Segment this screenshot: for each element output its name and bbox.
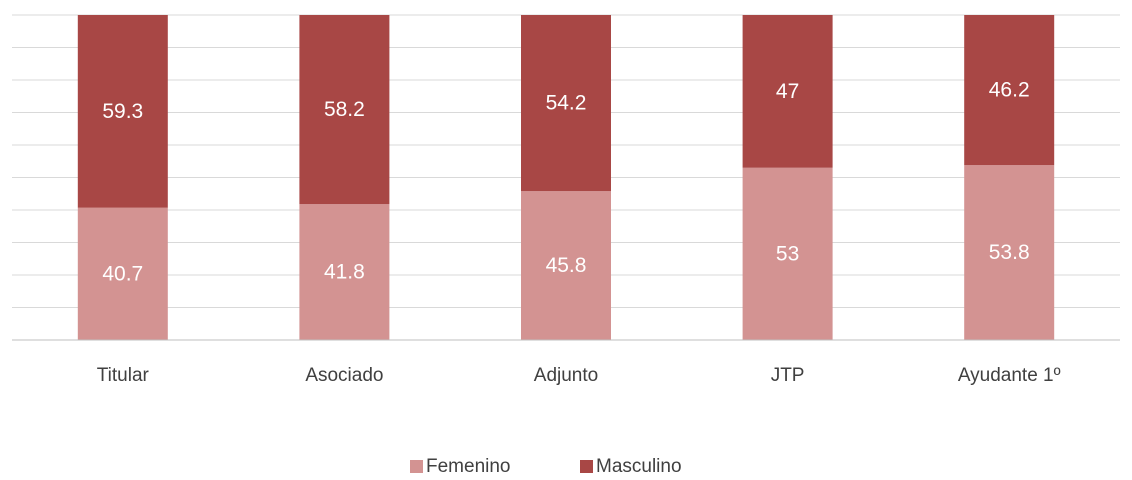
legend-swatch <box>580 460 593 473</box>
bar-segment <box>77 15 168 208</box>
bar-segment <box>521 15 611 192</box>
legend-label: Femenino <box>426 456 511 477</box>
legend-swatch <box>410 460 423 473</box>
value-label: 54.2 <box>546 92 587 115</box>
x-tick-label: Ayudante 1º <box>958 365 1061 386</box>
bar-segment <box>77 207 168 340</box>
value-label: 40.7 <box>102 262 143 285</box>
bar-segment <box>521 191 611 340</box>
bar-segment <box>742 15 833 168</box>
bar-segment <box>964 165 1055 340</box>
value-label: 46.2 <box>989 79 1030 102</box>
x-tick-label: JTP <box>771 365 805 386</box>
value-label: 41.8 <box>324 261 365 284</box>
bar-segment <box>742 167 833 340</box>
legend-label: Masculino <box>596 456 682 477</box>
x-tick-label: Titular <box>97 365 150 386</box>
value-label: 58.2 <box>324 98 365 121</box>
x-tick-label: Adjunto <box>534 365 598 386</box>
bar-segment <box>964 15 1055 166</box>
value-label: 53.8 <box>989 241 1030 264</box>
value-label: 47 <box>776 80 799 103</box>
x-tick-label: Asociado <box>305 365 383 386</box>
bar-segment <box>299 15 390 205</box>
value-label: 45.8 <box>546 254 587 277</box>
value-label: 53 <box>776 242 799 265</box>
value-label: 59.3 <box>102 100 143 123</box>
bar-segment <box>299 204 390 340</box>
